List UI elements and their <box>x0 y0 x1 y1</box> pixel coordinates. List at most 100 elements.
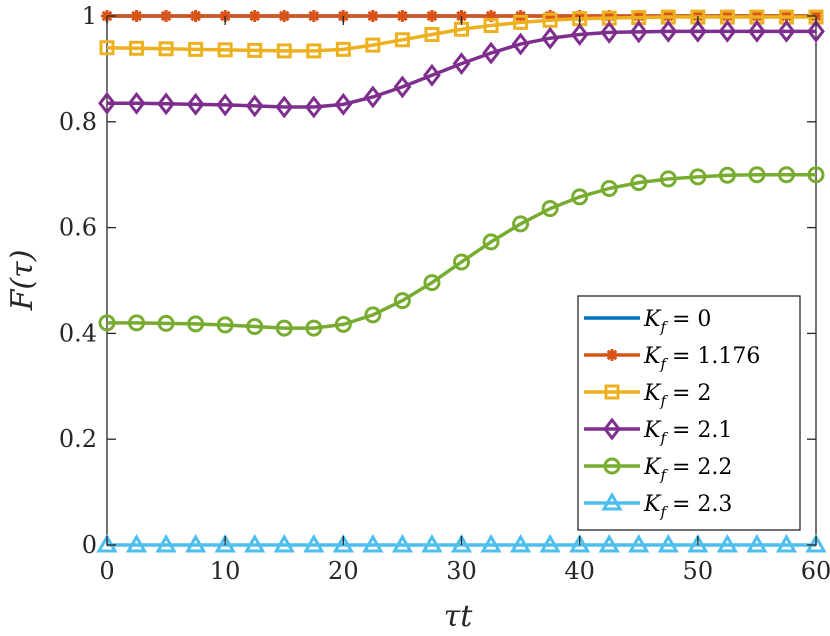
series-3 <box>98 19 825 119</box>
data-point <box>393 292 411 310</box>
x-tick-label: 50 <box>683 557 714 585</box>
data-point <box>366 10 379 22</box>
data-point <box>453 253 470 271</box>
y-tick-label: 0 <box>82 531 97 559</box>
y-tick-label: 0.6 <box>59 214 97 242</box>
legend-label: Kf = 2 <box>643 381 711 410</box>
data-point <box>276 43 292 59</box>
data-point <box>306 43 322 59</box>
legend-marker <box>604 384 620 400</box>
data-point <box>716 533 738 553</box>
data-point <box>391 533 414 553</box>
data-point <box>125 533 148 553</box>
asterisk-stroke <box>367 10 379 22</box>
data-point <box>363 85 382 109</box>
data-point <box>160 10 173 22</box>
data-point <box>541 200 559 218</box>
x-tick-label: 40 <box>564 557 595 585</box>
series-line <box>107 172 816 330</box>
data-point <box>657 533 679 553</box>
legend-entry: Kf = 1.176 <box>584 344 760 373</box>
legend-entry: Kf = 2.1 <box>584 417 732 447</box>
data-point <box>569 533 591 553</box>
asterisk-stroke <box>131 10 142 22</box>
data-point <box>185 533 207 553</box>
data-point <box>362 533 384 553</box>
data-point <box>216 93 235 117</box>
legend: Kf = 0 Kf = 1.176 Kf = 2 Kf = 2.1 Kf = 2.2 Kf = 2.3 <box>577 295 801 531</box>
data-point <box>748 19 766 43</box>
data-point <box>332 533 354 553</box>
data-point <box>99 40 115 56</box>
data-point <box>513 14 529 30</box>
data-point <box>718 166 736 184</box>
y-tick-label: 0.2 <box>59 425 97 453</box>
data-point <box>187 315 205 333</box>
data-point <box>98 91 116 115</box>
asterisk-stroke <box>426 10 438 22</box>
data-point <box>128 314 146 332</box>
data-point <box>275 95 294 119</box>
data-point <box>600 20 619 44</box>
data-point <box>275 319 293 337</box>
x-tick-label: 10 <box>210 557 241 585</box>
data-point <box>659 170 677 188</box>
data-point <box>393 75 412 99</box>
data-point <box>689 168 707 186</box>
data-point <box>777 19 796 43</box>
data-point <box>214 533 236 553</box>
data-point <box>570 23 589 46</box>
y-axis-label: F(τ) <box>5 250 40 312</box>
data-point <box>423 274 441 292</box>
data-point <box>482 41 500 65</box>
data-point <box>746 533 768 553</box>
data-point <box>452 52 471 76</box>
y-tick-label: 1 <box>82 2 97 30</box>
data-point <box>598 533 620 553</box>
data-point <box>247 42 263 58</box>
data-point <box>246 318 264 336</box>
data-point <box>155 533 177 553</box>
legend-marker <box>603 457 621 475</box>
data-point <box>482 233 500 251</box>
data-point <box>807 19 825 43</box>
data-point <box>775 533 798 553</box>
data-point <box>748 166 766 184</box>
data-point <box>244 533 266 553</box>
data-point <box>571 188 589 206</box>
data-point <box>305 319 323 337</box>
series-4 <box>98 166 825 337</box>
legend-label: Kf = 2.1 <box>643 418 732 447</box>
legend-label: Kf = 0 <box>643 307 711 336</box>
data-point <box>509 533 532 553</box>
data-point <box>512 215 530 233</box>
data-point <box>364 306 382 324</box>
data-point <box>186 92 205 116</box>
data-point <box>304 95 323 119</box>
data-point <box>541 26 560 50</box>
data-point <box>273 533 295 553</box>
y-tick-label: 0.4 <box>59 319 97 347</box>
data-point <box>245 94 264 118</box>
data-point <box>628 533 650 553</box>
legend-box <box>577 295 801 531</box>
data-point <box>127 91 146 115</box>
data-point <box>158 41 174 57</box>
data-point <box>217 42 233 58</box>
data-point <box>483 18 499 34</box>
legend-marker <box>601 491 623 511</box>
data-point <box>189 10 202 22</box>
data-point <box>805 533 827 553</box>
data-point <box>480 533 502 553</box>
legend-entry: Kf = 2 <box>584 381 711 410</box>
data-point <box>248 10 261 22</box>
asterisk-stroke <box>397 10 408 22</box>
data-point <box>718 19 737 43</box>
data-point <box>688 19 707 43</box>
data-point <box>365 37 381 53</box>
data-point <box>425 10 438 22</box>
legend-entry: Kf = 2.3 <box>584 491 732 521</box>
data-point <box>423 63 441 87</box>
data-point <box>539 533 561 553</box>
